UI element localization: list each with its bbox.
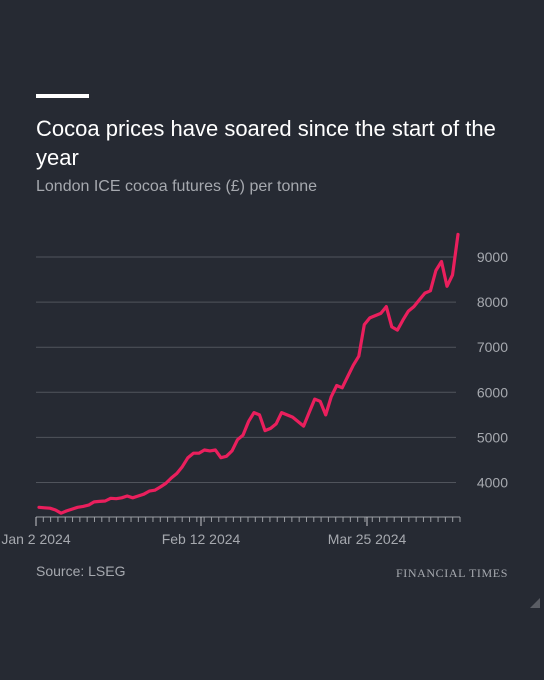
x-tick-label-2: Mar 25 2024 xyxy=(328,531,407,547)
chart-subtitle: London ICE cocoa futures (£) per tonne xyxy=(36,178,318,195)
resize-corner-icon xyxy=(530,598,540,608)
y-tick-label-8000: 8000 xyxy=(477,294,508,310)
x-tick-label-1: Feb 12 2024 xyxy=(162,531,241,547)
x-axis-minor-ticks xyxy=(35,517,461,522)
chart-title: Cocoa prices have soared since the start… xyxy=(36,116,496,170)
title-rule xyxy=(36,94,89,98)
series-line-cocoa-price xyxy=(37,232,460,515)
y-tick-label-5000: 5000 xyxy=(477,429,508,445)
y-tick-label-7000: 7000 xyxy=(477,339,508,355)
x-tick-label-0: Jan 2 2024 xyxy=(1,531,70,547)
brand-logo: FINANCIAL TIMES xyxy=(395,566,508,580)
y-tick-label-4000: 4000 xyxy=(477,475,508,491)
y-tick-label-9000: 9000 xyxy=(477,249,508,265)
y-tick-label-6000: 6000 xyxy=(477,384,508,400)
source-note: Source: LSEG xyxy=(36,563,126,579)
